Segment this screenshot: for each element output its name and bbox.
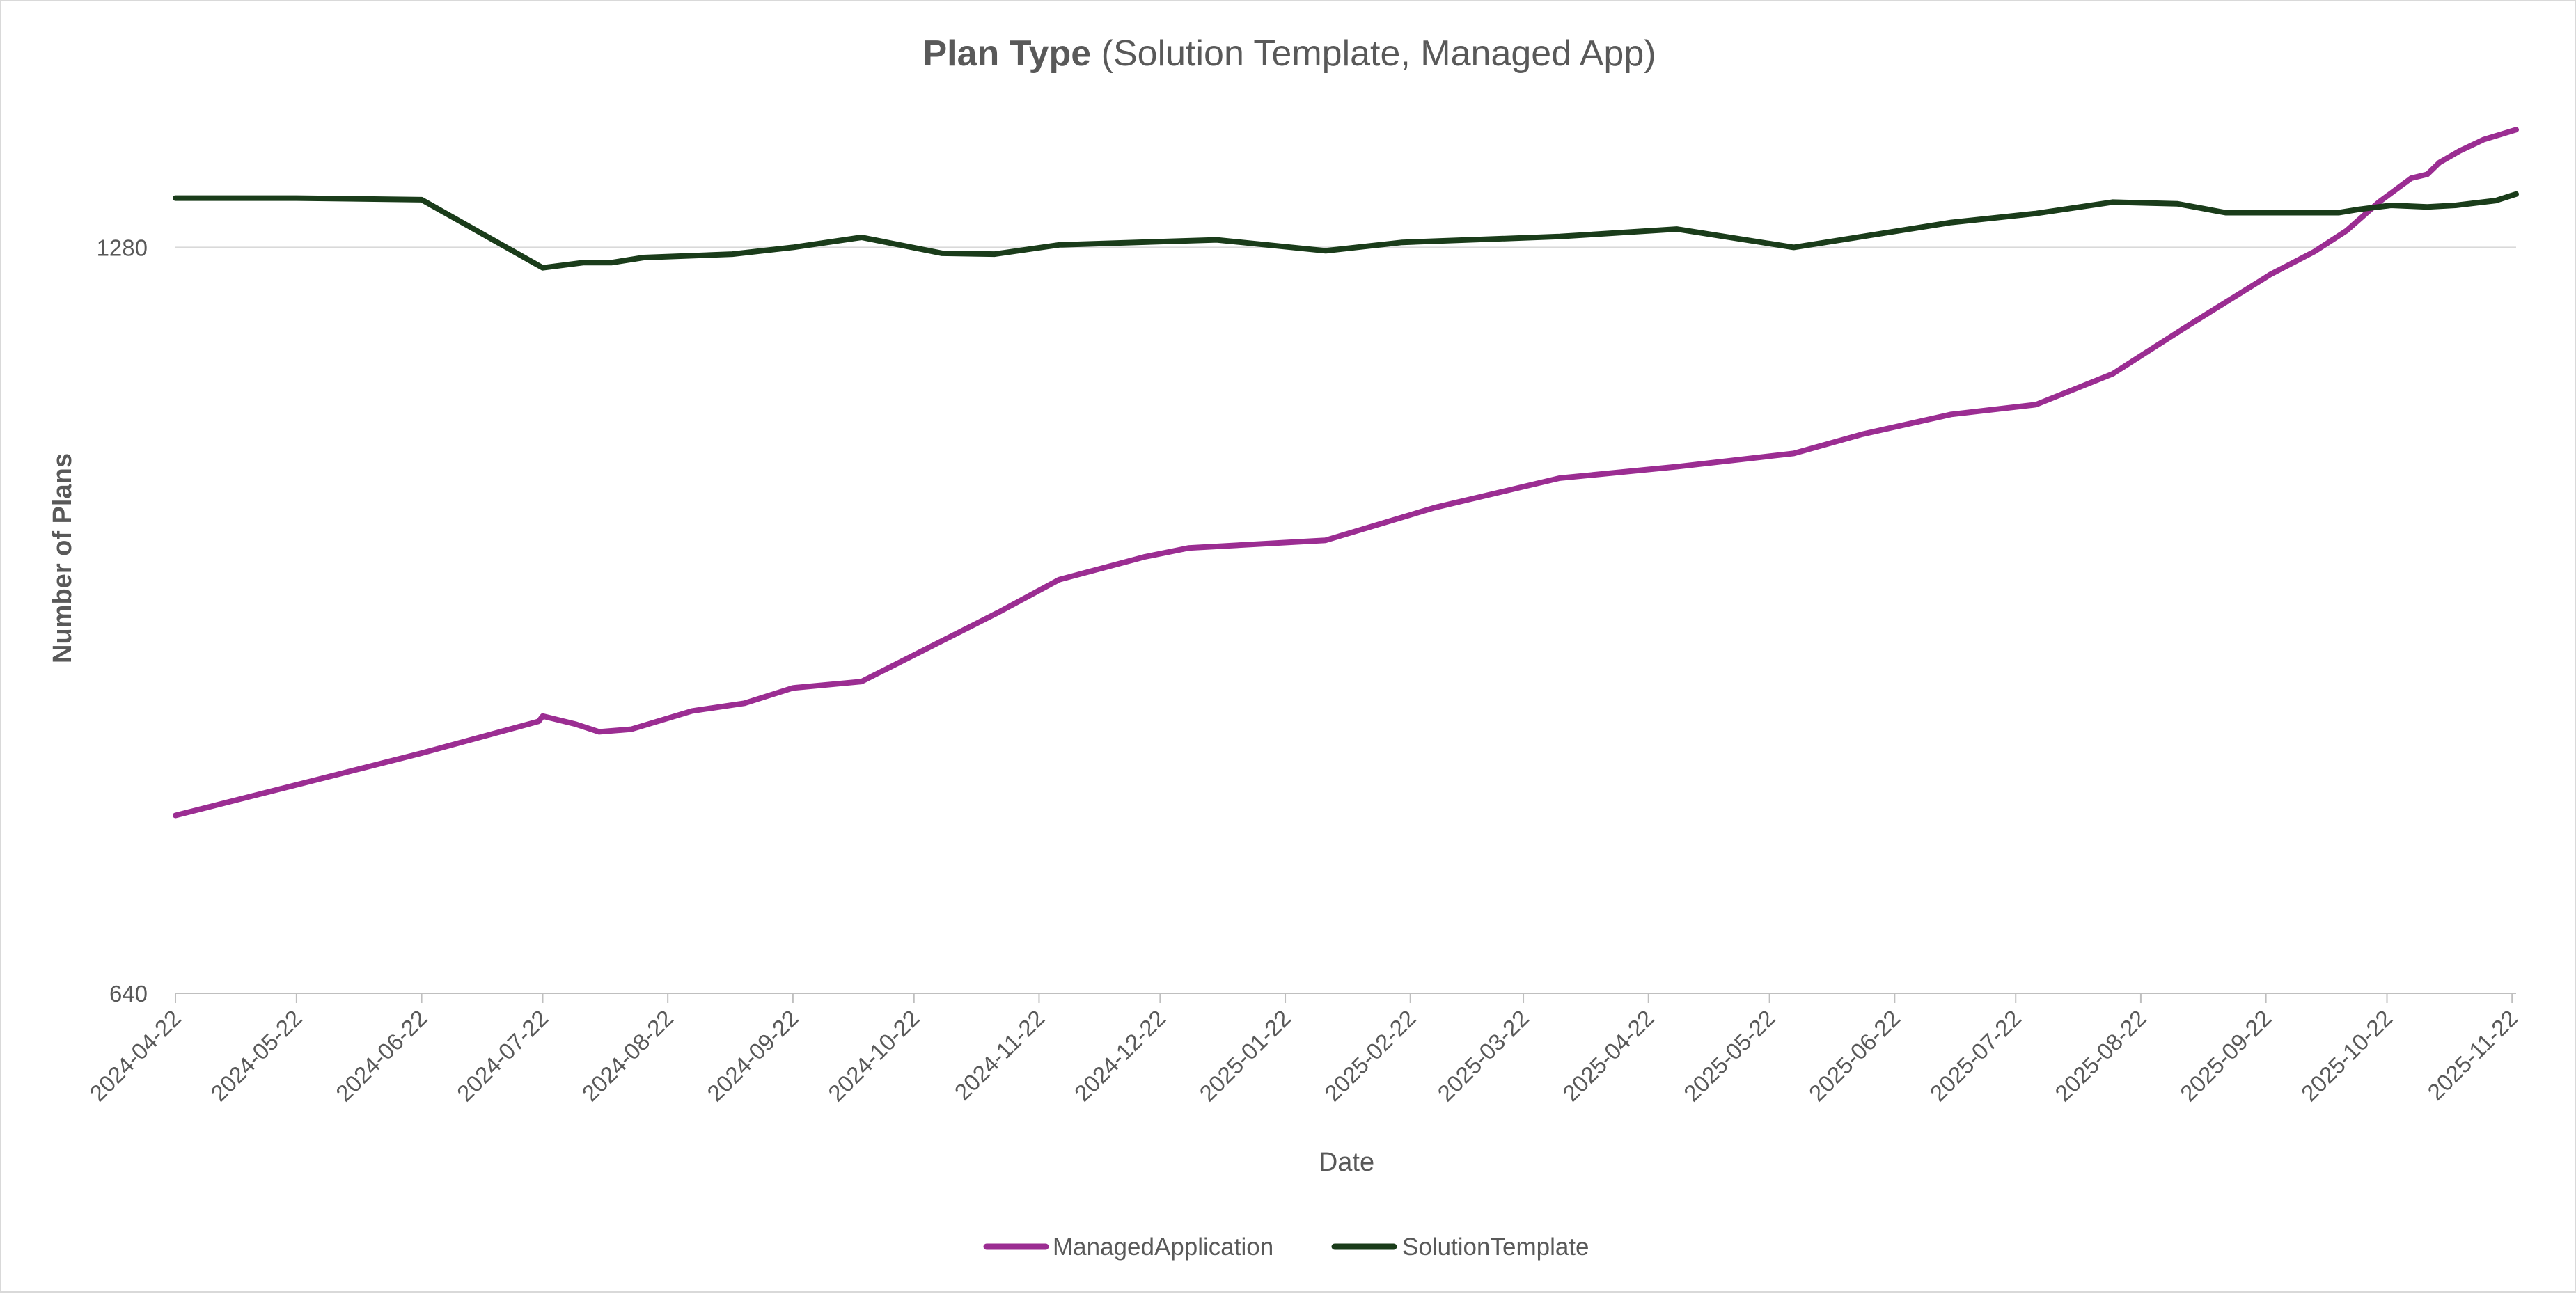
x-tick-label: 2024-09-22 [702, 1005, 803, 1107]
x-tick-label: 2025-01-22 [1194, 1005, 1296, 1107]
legend-label-managedapplication: ManagedApplication [1053, 1233, 1273, 1261]
x-tick-label: 2025-07-22 [1925, 1005, 2027, 1107]
x-tick-label: 2025-08-22 [2050, 1005, 2151, 1107]
x-tick-label: 2024-12-22 [1069, 1005, 1171, 1107]
series-line-managedapplication [173, 127, 2519, 819]
x-tick-label: 2025-06-22 [1804, 1005, 1906, 1107]
legend-label-solutiontemplate: SolutionTemplate [1402, 1233, 1589, 1261]
x-tick-label: 2024-11-22 [950, 1005, 1050, 1105]
y-tick-label: 1280 [97, 235, 148, 260]
x-tick-label: 2024-06-22 [331, 1005, 432, 1107]
x-tick-label: 2024-10-22 [823, 1005, 925, 1107]
x-axis [175, 993, 2516, 1003]
legend: ManagedApplication SolutionTemplate [983, 1233, 1589, 1261]
series-layer [173, 127, 2519, 819]
chart-title-bold: Plan Type [922, 33, 1091, 74]
chart-title: Plan Type (Solution Template, Managed Ap… [922, 33, 1656, 74]
x-tick-label: 2024-04-22 [84, 1005, 186, 1107]
y-tick-label: 640 [109, 981, 148, 1007]
y-axis-title: Number of Plans [48, 453, 77, 663]
chart-title-rest: (Solution Template, Managed App) [1091, 33, 1656, 74]
x-tick-label: 2025-09-22 [2175, 1005, 2277, 1107]
x-tick-label: 2025-03-22 [1432, 1005, 1534, 1107]
x-tick-label: 2025-10-22 [2296, 1005, 2398, 1107]
x-axis-title: Date [1319, 1148, 1374, 1177]
x-tick-label: 2025-05-22 [1679, 1005, 1780, 1107]
y-axis: 640 1280 [97, 235, 148, 1007]
series-line-solutiontemplate [173, 191, 2519, 271]
x-tick-label: 2025-02-22 [1319, 1005, 1421, 1107]
x-tick-label: 2024-07-22 [452, 1005, 553, 1107]
x-tick-label: 2025-04-22 [1557, 1005, 1659, 1107]
x-tick-labels: 2024-04-22 2024-05-22 2024-06-22 2024-07-22… [84, 1005, 2522, 1107]
x-tick-label: 2024-05-22 [205, 1005, 307, 1107]
x-tick-label: 2024-08-22 [577, 1005, 679, 1107]
x-tick-label: 2025-11-22 [2422, 1005, 2522, 1105]
